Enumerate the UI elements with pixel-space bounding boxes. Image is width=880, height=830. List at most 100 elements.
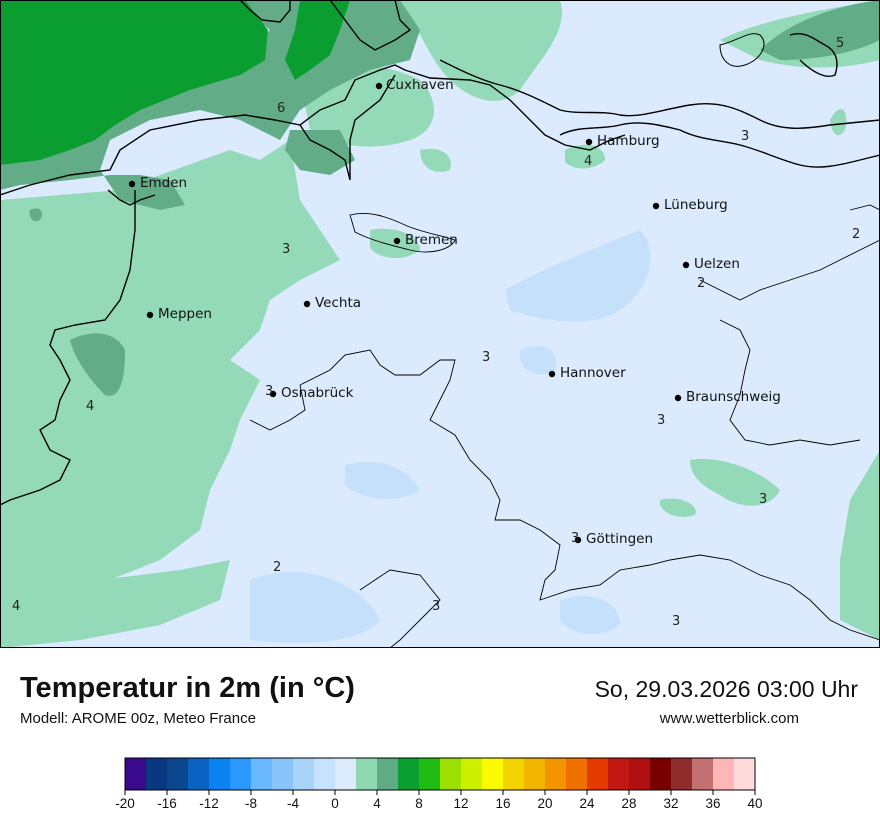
temperature-map: Cuxhaven Hamburg Emden Lüneburg Bremen U…: [0, 0, 880, 648]
city-emden[interactable]: Emden: [128, 175, 187, 191]
legend-tick-label: 36: [705, 796, 720, 811]
legend-tick-label: -16: [157, 796, 177, 811]
city-braunschweig[interactable]: Braunschweig: [674, 389, 781, 405]
legend-swatch: [650, 758, 672, 790]
isotherm-label: 3: [265, 384, 273, 399]
isotherm-label: 6: [277, 101, 285, 116]
city-label: Meppen: [158, 306, 212, 322]
city-label: Bremen: [405, 232, 458, 248]
legend-swatch: [587, 758, 609, 790]
model-info: Modell: AROME 00z, Meteo France: [20, 710, 256, 727]
legend-swatch: [230, 758, 252, 790]
legend-tick-label: 32: [663, 796, 678, 811]
legend-swatch: [524, 758, 546, 790]
city-label: Lüneburg: [664, 197, 728, 213]
city-lueneburg[interactable]: Lüneburg: [652, 197, 728, 213]
isotherm-label: 2: [697, 276, 705, 291]
isotherm-label: 3: [741, 129, 749, 144]
legend-tick-label: 0: [331, 796, 339, 811]
color-legend: -20 -16 -12 -8 -4 0 4 8 12 16 20 24 28 32 36 40: [115, 757, 763, 811]
legend-tick-label: -20: [115, 796, 135, 811]
warm-sea-field-2: [285, 0, 350, 80]
city-goettingen[interactable]: Göttingen: [574, 531, 653, 547]
legend-swatch: [566, 758, 588, 790]
isotherm-label: 3: [672, 614, 680, 629]
legend-border: [124, 757, 756, 791]
valid-time: So, 29.03.2026 03:00 Uhr: [594, 676, 858, 702]
legend-tick-label: 8: [415, 796, 423, 811]
isotherm-label: 3: [282, 242, 290, 257]
city-label: Braunschweig: [686, 389, 781, 405]
legend-swatch: [188, 758, 210, 790]
city-label: Hannover: [560, 365, 626, 381]
coast-borders: [0, 0, 880, 506]
isotherm-label: 3: [432, 599, 440, 614]
legend-swatch: [209, 758, 231, 790]
legend-swatch: [629, 758, 651, 790]
legend-swatch: [398, 758, 420, 790]
city-label: Göttingen: [586, 531, 653, 547]
legend-swatch: [167, 758, 189, 790]
legend-swatch: [125, 758, 147, 790]
isotherm-label: 4: [584, 154, 592, 169]
city-hannover[interactable]: Hannover: [548, 365, 626, 381]
legend-tick-label: -12: [199, 796, 219, 811]
cities: Cuxhaven Hamburg Emden Lüneburg Bremen U…: [128, 77, 781, 547]
legend-tick-label: 16: [495, 796, 510, 811]
legend-swatch: [272, 758, 294, 790]
warm-sea-field: [0, 0, 268, 165]
city-label: Uelzen: [694, 256, 740, 272]
isotherm-label: 3: [657, 413, 665, 428]
city-label: Osnabrück: [281, 385, 354, 401]
city-label: Cuxhaven: [386, 77, 454, 93]
legend-swatch: [440, 758, 462, 790]
legend-swatch: [146, 758, 168, 790]
legend-swatch: [377, 758, 399, 790]
isotherm-label: 5: [836, 36, 844, 51]
legend-swatches: [124, 757, 756, 791]
city-vechta[interactable]: Vechta: [303, 295, 361, 311]
page-title: Temperatur in 2m (in °C): [20, 672, 355, 704]
city-hamburg[interactable]: Hamburg: [585, 133, 660, 149]
legend-swatch: [251, 758, 273, 790]
legend-swatch: [335, 758, 357, 790]
city-cuxhaven[interactable]: Cuxhaven: [375, 77, 454, 93]
legend-swatch: [608, 758, 630, 790]
legend-swatch: [293, 758, 315, 790]
isotherm-label: 2: [852, 227, 860, 242]
city-meppen[interactable]: Meppen: [146, 306, 212, 322]
state-borders: [249, 204, 880, 648]
legend-swatch: [419, 758, 441, 790]
isotherm-labels: 5 6 3 4 2 3 3 3 4 3 3 3 2 4 3 3 2 2: [12, 36, 860, 629]
legend-tick-label: 40: [747, 796, 762, 811]
isotherm-label: 2: [273, 560, 281, 575]
city-bremen[interactable]: Bremen: [393, 232, 458, 248]
legend-tick-label: 12: [453, 796, 468, 811]
legend-tick-label: 28: [621, 796, 636, 811]
mild-field: [0, 0, 880, 648]
legend-swatch: [734, 758, 756, 790]
isotherm-label: 4: [86, 399, 94, 414]
website-link[interactable]: www.wetterblick.com: [659, 710, 799, 727]
isotherm-label: 3: [482, 350, 490, 365]
cold-patches: [250, 230, 651, 643]
city-uelzen[interactable]: Uelzen: [682, 256, 740, 272]
isotherm-label: 3: [759, 492, 767, 507]
legend-swatch: [482, 758, 504, 790]
legend-swatch: [503, 758, 525, 790]
legend-tick-label: 24: [579, 796, 595, 811]
legend-tick-label: 20: [537, 796, 552, 811]
city-label: Hamburg: [597, 133, 660, 149]
legend-swatch: [545, 758, 567, 790]
legend-swatch: [692, 758, 714, 790]
isotherm-label: 4: [12, 599, 20, 614]
legend-swatch: [314, 758, 336, 790]
legend-swatch: [461, 758, 483, 790]
legend-tick-label: -4: [287, 796, 299, 811]
city-osnabrueck[interactable]: Osnabrück: [269, 385, 354, 401]
legend-tick-label: 4: [373, 796, 381, 811]
legend-swatch: [356, 758, 378, 790]
legend-swatch: [671, 758, 693, 790]
legend-tick-label: -8: [245, 796, 257, 811]
legend-ticks: -20 -16 -12 -8 -4 0 4 8 12 16 20 24 28 32 36 40: [115, 790, 763, 811]
